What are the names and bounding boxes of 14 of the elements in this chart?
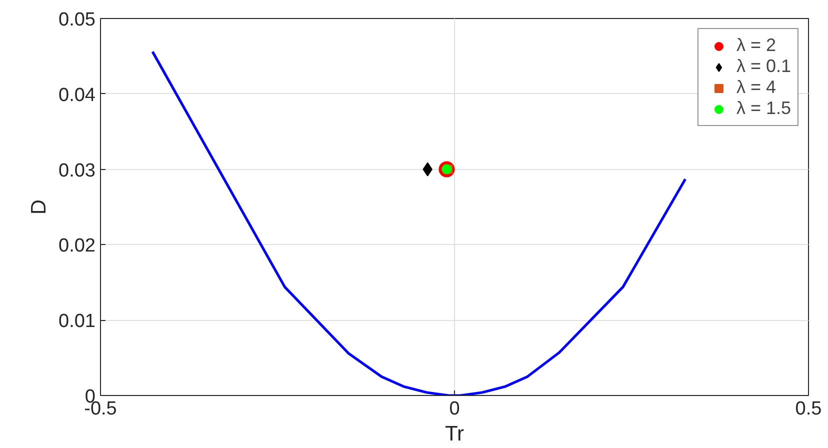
y-tick-label: 0.02 bbox=[58, 236, 96, 257]
y-tick-label: 0.01 bbox=[58, 311, 96, 332]
y-tick-label: 0.03 bbox=[58, 160, 96, 182]
x-tick-label: 0.5 bbox=[795, 398, 822, 420]
line-series bbox=[151, 50, 687, 396]
legend-label: λ = 1.5 bbox=[736, 98, 791, 119]
y-tick-label: 0.05 bbox=[58, 10, 96, 30]
x-axis-title: Tr bbox=[444, 422, 464, 446]
y-axis-title: D bbox=[28, 199, 51, 215]
legend-label: λ = 4 bbox=[736, 77, 776, 98]
legend-label: λ = 0.1 bbox=[736, 56, 791, 77]
x-tick-label: 0 bbox=[449, 398, 460, 420]
y-tick-label: 0.04 bbox=[58, 84, 96, 106]
legend-label: λ = 2 bbox=[736, 35, 776, 56]
